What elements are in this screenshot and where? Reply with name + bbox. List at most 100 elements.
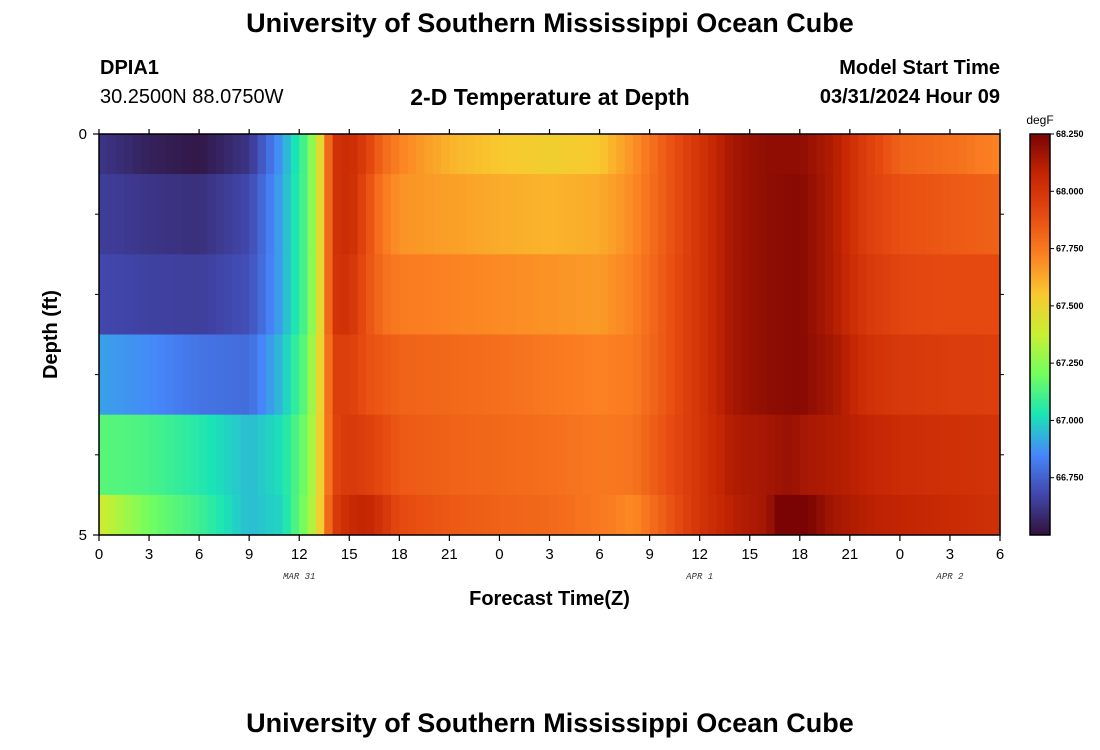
heatmap-cell xyxy=(466,134,476,175)
heatmap-cell xyxy=(157,414,167,496)
heatmap-cell xyxy=(616,174,626,255)
heatmap-cell xyxy=(124,334,133,416)
heatmap-cell xyxy=(457,494,467,536)
heatmap-cell xyxy=(190,494,200,536)
chart-subtitle: 2-D Temperature at Depth xyxy=(410,84,690,110)
heatmap-cell xyxy=(532,334,542,416)
heatmap-cell xyxy=(340,334,350,416)
heatmap-cell xyxy=(641,174,651,255)
heatmap-cell xyxy=(332,494,342,536)
heatmap-cell xyxy=(140,414,150,496)
heatmap-cell xyxy=(507,254,517,335)
heatmap-cell xyxy=(733,174,742,255)
heatmap-cell xyxy=(524,414,534,496)
heatmap-cell xyxy=(299,254,309,335)
heatmap-cell xyxy=(899,174,909,255)
heatmap-cell xyxy=(149,134,158,175)
heatmap-cell xyxy=(224,414,234,496)
heatmap-cell xyxy=(99,414,108,496)
heatmap-cell xyxy=(524,134,534,175)
x-tick-label: 6 xyxy=(996,546,1004,563)
heatmap-cell xyxy=(824,174,834,255)
heatmap-cell xyxy=(349,414,359,496)
heatmap-cell xyxy=(849,134,859,175)
heatmap-cell xyxy=(616,254,626,335)
heatmap-cell xyxy=(791,414,801,496)
heatmap-cell xyxy=(124,414,133,496)
heatmap-cell xyxy=(432,414,442,496)
x-tick-label: 6 xyxy=(595,546,603,563)
heatmap-cell xyxy=(390,254,400,335)
heatmap-cell xyxy=(249,414,259,496)
heatmap-cell xyxy=(741,254,751,335)
heatmap-cell xyxy=(449,494,459,536)
heatmap-cell xyxy=(132,254,142,335)
heatmap-cell xyxy=(582,134,592,175)
heatmap-cell xyxy=(933,334,943,416)
heatmap-cell xyxy=(632,334,642,416)
heatmap-cell xyxy=(416,254,425,335)
heatmap-cell xyxy=(908,334,918,416)
heatmap-cell xyxy=(390,334,400,416)
heatmap-cell xyxy=(140,174,150,255)
heatmap-cell xyxy=(966,174,976,255)
heatmap-cell xyxy=(657,134,667,175)
heatmap-cell xyxy=(290,174,300,255)
heatmap-cell xyxy=(324,494,334,536)
heatmap-cell xyxy=(399,414,409,496)
heatmap-cell xyxy=(232,414,242,496)
heatmap-cell xyxy=(207,334,217,416)
heatmap-cell xyxy=(149,414,158,496)
heatmap-cell xyxy=(833,254,843,335)
heatmap-cell xyxy=(557,414,567,496)
colorbar-tick-label: 66.750 xyxy=(1056,473,1084,483)
heatmap-cell xyxy=(274,334,284,416)
heatmap-cell xyxy=(766,254,776,335)
heatmap-cell xyxy=(324,134,334,175)
heatmap-cell xyxy=(507,134,517,175)
x-tick-label: 15 xyxy=(741,546,758,563)
heatmap-cell xyxy=(324,254,334,335)
heatmap-cell xyxy=(124,494,133,536)
heatmap-cell xyxy=(315,494,325,536)
heatmap-cell xyxy=(916,414,926,496)
heatmap-cell xyxy=(916,334,926,416)
heatmap-cell xyxy=(474,494,484,536)
heatmap-cell xyxy=(182,414,192,496)
heatmap-cell xyxy=(758,174,767,255)
heatmap-cell xyxy=(749,414,759,496)
heatmap-cell xyxy=(824,134,834,175)
model-start-label: Model Start Time xyxy=(839,57,1000,79)
heatmap-cell xyxy=(407,254,417,335)
heatmap-cell xyxy=(382,174,392,255)
heatmap-cell xyxy=(883,174,893,255)
heatmap-cell xyxy=(482,414,492,496)
heatmap-cell xyxy=(115,494,125,536)
heatmap-cell xyxy=(991,414,1001,496)
heatmap-cell xyxy=(332,334,342,416)
heatmap-cell xyxy=(966,494,976,536)
heatmap-cell xyxy=(482,134,492,175)
heatmap-cell xyxy=(257,414,267,496)
heatmap-cell xyxy=(549,134,559,175)
heatmap-cell xyxy=(399,334,409,416)
heatmap-cell xyxy=(958,494,968,536)
colorbar-tick-label: 68.000 xyxy=(1056,186,1084,196)
heatmap-cell xyxy=(182,134,192,175)
heatmap-cell xyxy=(966,334,976,416)
heatmap-cell xyxy=(107,494,117,536)
heatmap-cell xyxy=(699,334,709,416)
heatmap-cell xyxy=(165,134,175,175)
heatmap-cell xyxy=(232,134,242,175)
heatmap-cell xyxy=(682,334,692,416)
heatmap-cell xyxy=(816,494,826,536)
heatmap-cell xyxy=(174,134,184,175)
heatmap-cell xyxy=(516,414,526,496)
heatmap-cell xyxy=(424,134,434,175)
heatmap-cell xyxy=(532,254,542,335)
heatmap-cell xyxy=(107,174,117,255)
heatmap-cell xyxy=(449,134,459,175)
heatmap-cell xyxy=(516,494,526,536)
heatmap-cell xyxy=(132,134,142,175)
heatmap-cell xyxy=(182,494,192,536)
